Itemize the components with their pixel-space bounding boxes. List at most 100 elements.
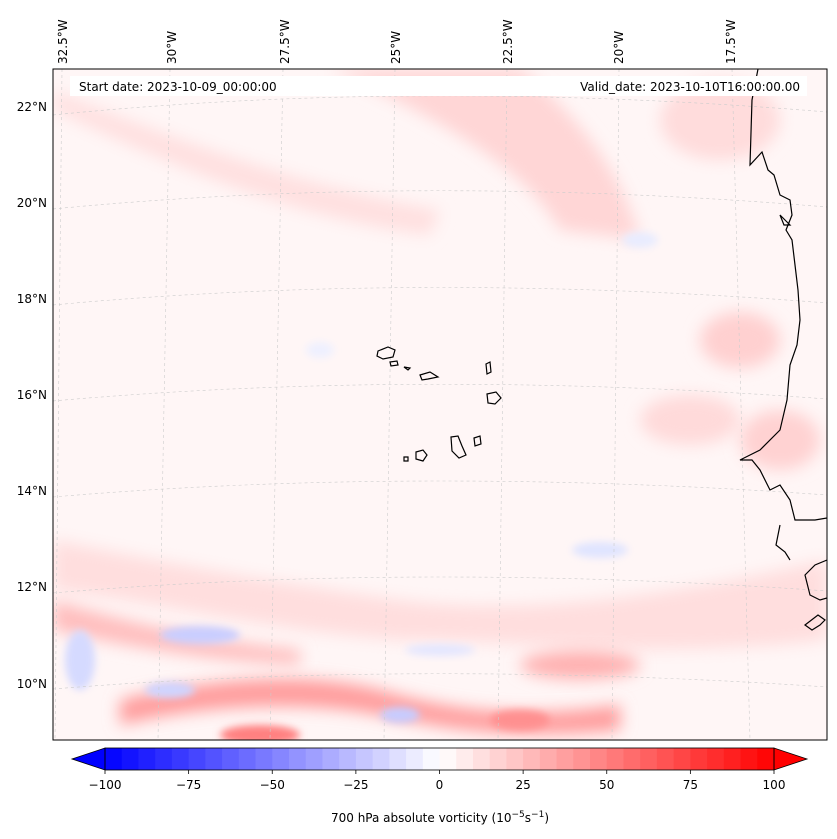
colorbar-segment	[155, 748, 173, 770]
colorbar: −100 −75 −50 −25 0 25 50 75 100 700 hPa absolute…	[70, 747, 809, 825]
colorbar-segment	[556, 748, 574, 770]
colorbar-tick-label: 100	[763, 778, 786, 792]
colorbar-segment	[121, 748, 139, 770]
vorticity-neg-patch	[160, 626, 240, 644]
vorticity-patch-south	[220, 725, 300, 740]
vorticity-arc-northwest	[53, 90, 440, 235]
vorticity-neg-patch	[405, 644, 475, 656]
colorbar-segment	[105, 748, 123, 770]
colorbar-segment	[489, 748, 507, 770]
colorbar-tick-label: 0	[436, 778, 444, 792]
vorticity-neg-patch	[622, 232, 658, 248]
colorbar-segment	[339, 748, 357, 770]
island-santiago	[450, 435, 467, 459]
senegal-coast-detail	[775, 524, 791, 561]
vorticity-field	[53, 69, 827, 740]
colorbar-segment	[372, 748, 390, 770]
vorticity-neg-patch	[572, 542, 628, 558]
vorticity-patch-east	[740, 410, 820, 470]
lat-label: 14°N	[17, 484, 47, 498]
island-brava	[403, 456, 409, 462]
colorbar-segment	[656, 748, 675, 770]
colorbar-segment	[690, 748, 708, 770]
vorticity-neg-patch	[65, 630, 95, 690]
header-strip	[70, 76, 807, 96]
coastlines	[739, 69, 827, 631]
colorbar-segment	[205, 748, 223, 770]
colorbar-tick-label: 50	[599, 778, 614, 792]
colorbar-segment	[188, 748, 206, 770]
map-panel: Start date: 2023-10-09_00:00:00 Valid_da…	[52, 68, 828, 741]
vorticity-neg-patch	[380, 707, 420, 723]
colorbar-segment	[590, 748, 608, 770]
colorbar-segment	[707, 748, 725, 770]
bijagos-islands	[803, 614, 826, 631]
cabo-verde-islands	[376, 346, 502, 462]
island-santo-antao	[376, 346, 396, 360]
vorticity-patch-east	[640, 395, 740, 445]
west-africa-coastline	[739, 69, 827, 521]
colorbar-segment	[673, 748, 691, 770]
colorbar-segment	[389, 748, 407, 770]
colorbar-tick-label: −25	[343, 778, 368, 792]
start-date-text: Start date: 2023-10-09_00:00:00	[79, 80, 277, 94]
latitude-labels: 22°N 20°N 18°N 16°N 14°N 12°N 10°N	[17, 100, 47, 691]
colorbar-segment	[288, 748, 307, 770]
colorbar-extend-max	[773, 747, 809, 771]
map-frame	[52, 68, 828, 741]
lat-label: 12°N	[17, 580, 47, 594]
lon-label: 22.5°W	[501, 19, 515, 64]
colorbar-segment	[573, 748, 591, 770]
lat-label: 16°N	[17, 388, 47, 402]
colorbar-segment	[138, 748, 156, 770]
colorbar-segment	[171, 748, 190, 770]
island-sao-vicente	[389, 360, 399, 367]
colorbar-label: 700 hPa absolute vorticity (10−5s−1)	[331, 810, 549, 825]
colorbar-segment	[640, 748, 658, 770]
vorticity-arc-north	[330, 69, 640, 240]
colorbar-label-unit: s	[525, 811, 531, 825]
guinea-coastline	[804, 559, 827, 601]
lat-label: 20°N	[17, 196, 47, 210]
colorbar-label-text: 700 hPa absolute vorticity (10	[331, 811, 512, 825]
colorbar-segment	[539, 748, 558, 770]
colorbar-segment	[456, 748, 474, 770]
lat-label: 10°N	[17, 677, 47, 691]
vorticity-patch-northeast	[660, 80, 780, 160]
colorbar-segment	[238, 748, 257, 770]
island-santa-luzia	[403, 366, 412, 371]
colorbar-segment	[606, 748, 624, 770]
island-boa-vista	[486, 391, 502, 405]
vorticity-band-south	[53, 540, 827, 649]
colorbar-tick-label: 75	[683, 778, 698, 792]
colorbar-segment	[272, 748, 290, 770]
island-sal	[485, 361, 492, 375]
colorbar-segment	[222, 748, 240, 770]
colorbar-ticks: −100 −75 −50 −25 0 25 50 75 100	[89, 770, 786, 792]
island-maio	[473, 435, 482, 447]
colorbar-segment	[422, 748, 441, 770]
colorbar-segment	[439, 748, 457, 770]
valid-date-text: Valid_date: 2023-10-10T16:00:00.00	[580, 80, 800, 94]
colorbar-segment	[472, 748, 491, 770]
lon-label: 20°W	[612, 31, 626, 64]
lat-label: 22°N	[17, 100, 47, 114]
colorbar-extend-min	[70, 747, 106, 771]
colorbar-segment	[723, 748, 742, 770]
gridlines	[53, 69, 827, 740]
island-sao-nicolau	[419, 371, 440, 381]
lon-label: 25°W	[389, 31, 403, 64]
canary-coast-detail	[779, 214, 792, 226]
lon-label: 32.5°W	[56, 19, 70, 64]
longitude-labels: 32.5°W 30°W 27.5°W 25°W 22.5°W 20°W 17.5…	[56, 19, 738, 64]
colorbar-label-close: )	[544, 811, 549, 825]
colorbar-segments	[105, 748, 775, 770]
lon-label: 30°W	[165, 31, 179, 64]
colorbar-segment	[322, 748, 340, 770]
vorticity-patch-south	[490, 710, 550, 730]
vorticity-neg-patch	[145, 682, 195, 698]
colorbar-tick-label: 25	[515, 778, 530, 792]
colorbar-segment	[305, 748, 323, 770]
lon-label: 17.5°W	[724, 19, 738, 64]
